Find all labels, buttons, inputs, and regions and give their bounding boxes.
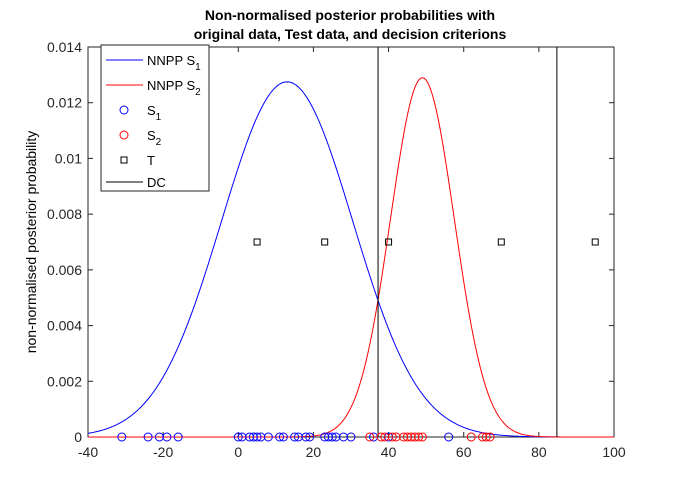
- legend-label: DC: [147, 175, 166, 190]
- x-tick-label: -20: [153, 444, 173, 460]
- x-tick-label: -40: [78, 444, 98, 460]
- legend-marker-s1: [119, 105, 129, 115]
- sample-point-s1: [173, 432, 183, 442]
- chart-title-line-1: Non-normalised posterior probabilities w…: [205, 7, 495, 23]
- sample-point-s1: [275, 432, 285, 442]
- sample-point-s2: [376, 432, 386, 442]
- sample-point-s1: [143, 432, 153, 442]
- test-point: [497, 238, 505, 246]
- sample-point-s1: [278, 432, 288, 442]
- sample-point-s2: [414, 432, 424, 442]
- chart-title-line-2: original data, Test data, and decision c…: [194, 26, 507, 42]
- test-point: [591, 238, 599, 246]
- x-tick-label: 0: [234, 444, 242, 460]
- sample-point-s1: [346, 432, 356, 442]
- y-tick-label: 0.014: [47, 39, 82, 55]
- sample-point-s1: [290, 432, 300, 442]
- x-tick-label: 60: [456, 444, 472, 460]
- test-point: [321, 238, 329, 246]
- sample-point-s1: [233, 432, 243, 442]
- y-tick-label: 0.008: [47, 206, 82, 222]
- y-tick-label: 0.002: [47, 373, 82, 389]
- sample-point-s1: [117, 432, 127, 442]
- sample-point-s2: [417, 432, 427, 442]
- x-tick-label: 100: [602, 444, 626, 460]
- y-tick-label: 0: [74, 429, 82, 445]
- sample-point-s1: [305, 432, 315, 442]
- sample-point-s1: [263, 432, 273, 442]
- sample-point-s1: [252, 432, 262, 442]
- y-axis-label: non-normalised posterior probability: [23, 131, 39, 354]
- y-tick-label: 0.004: [47, 318, 82, 334]
- sample-point-s1: [301, 432, 311, 442]
- axes-box: [87, 46, 615, 438]
- y-tick-label: 0.006: [47, 262, 82, 278]
- y-tick-label: 0.01: [55, 150, 82, 166]
- sample-point-s1: [444, 432, 454, 442]
- curve-s2: [88, 77, 614, 438]
- sample-point-s1: [162, 432, 172, 442]
- legend: NNPP S1 NNPP S2 S1 S2 T DC: [100, 44, 210, 192]
- legend-box: [100, 44, 210, 192]
- x-tick-label: 40: [381, 444, 397, 460]
- curve-s1: [87, 81, 614, 438]
- sample-point-s2: [466, 432, 476, 442]
- legend-marker-test: [120, 156, 128, 164]
- sample-point-s2: [481, 432, 491, 442]
- sample-point-s2: [485, 432, 495, 442]
- legend-label: S2: [147, 128, 162, 148]
- legend-label: NNPP S1: [147, 53, 201, 73]
- legend-label: T: [147, 153, 155, 168]
- plot-area: -40 -20 0 20 40 60 80 100 0 0.002 0.004 0.006 0.008 0…: [47, 39, 626, 460]
- sample-point-s2: [387, 432, 397, 442]
- legend-label: NNPP S2: [147, 78, 201, 98]
- x-tick-label: 20: [306, 444, 322, 460]
- chart-title: Non-normalised posterior probabilities w…: [194, 7, 507, 42]
- sample-point-s1: [327, 432, 337, 442]
- legend-marker-s2: [119, 130, 129, 140]
- legend-label: S1: [147, 103, 162, 123]
- test-point: [385, 238, 393, 246]
- y-tick-label: 0.012: [47, 95, 82, 111]
- test-point: [253, 238, 261, 246]
- sample-point-s2: [365, 432, 375, 442]
- x-tick-label: 80: [531, 444, 547, 460]
